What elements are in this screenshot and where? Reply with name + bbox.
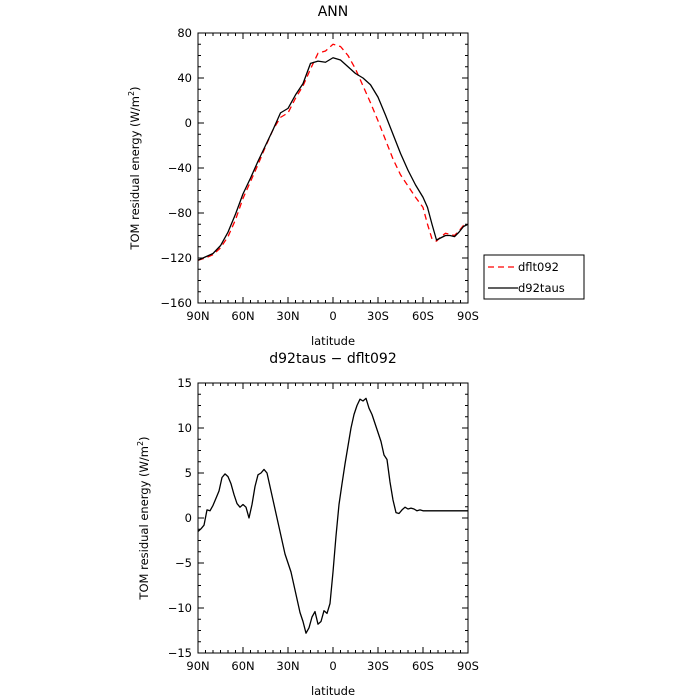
top-y-tick-label: 40 <box>177 71 192 85</box>
bottom-ticks: 90N 60N 30N 0 30S 60S 90S −15 −10 −5 0 5 10 15 <box>168 376 479 673</box>
bottom-y-axis-label-main: TOM residual energy (W/m <box>137 446 151 601</box>
bottom-x-tick-label: 0 <box>329 659 336 673</box>
top-y-axis-label-tail: ) <box>128 86 142 91</box>
bottom-plot-frame <box>197 382 469 654</box>
legend-label-dflt092: dflt092 <box>518 260 559 274</box>
top-y-tick-label: 0 <box>185 116 192 130</box>
top-x-axis-label: latitude <box>311 334 355 348</box>
bottom-y-axis-label-sup: 2 <box>136 441 145 446</box>
bottom-y-tick-label: −15 <box>168 646 192 660</box>
top-x-tick-label: 30S <box>367 309 389 323</box>
bottom-y-tick-label: 15 <box>177 376 192 390</box>
bottom-x-tick-label: 60N <box>231 659 254 673</box>
top-y-tick-label: −120 <box>160 251 192 265</box>
top-x-tick-label: 0 <box>329 309 336 323</box>
top-y-axis-label-sup: 2 <box>127 91 136 96</box>
bottom-x-tick-label: 30N <box>276 659 299 673</box>
top-title: ANN <box>318 4 349 20</box>
legend-label-d92taus: d92taus <box>518 281 565 295</box>
bottom-series <box>197 397 468 634</box>
bottom-y-tick-label: −10 <box>168 601 192 615</box>
top-x-tick-label: 90N <box>186 309 209 323</box>
bottom-title: d92taus − dflt092 <box>269 351 396 367</box>
bottom-panel: d92taus − dflt092 90N 60N 30N 0 30S 60S 90S −15… <box>136 351 479 698</box>
legend-box <box>483 254 585 300</box>
top-series-line-d92taus <box>197 57 469 261</box>
top-series-line-dflt092 <box>197 43 469 261</box>
top-ticks: 90N 60N 30N 0 30S 60S 90S −160 −120 −80 −40 0 40 80 <box>160 26 479 323</box>
bottom-y-axis-label: TOM residual energy (W/m2) <box>136 436 151 600</box>
top-x-tick-label: 60N <box>231 309 254 323</box>
bottom-y-axis-label-tail: ) <box>137 436 151 441</box>
bottom-x-tick-label: 90N <box>186 659 209 673</box>
top-y-tick-label: −160 <box>160 296 192 310</box>
top-y-axis-label-main: TOM residual energy (W/m <box>128 96 142 251</box>
bottom-y-tick-label: 0 <box>185 511 192 525</box>
top-plot-frame <box>197 32 469 304</box>
top-series <box>197 43 469 261</box>
bottom-y-tick-label: 10 <box>177 421 192 435</box>
bottom-x-tick-label: 60S <box>412 659 434 673</box>
bottom-x-axis-label: latitude <box>311 684 355 698</box>
legend: dflt092 d92taus <box>483 254 585 300</box>
bottom-y-tick-label: 5 <box>185 466 192 480</box>
top-y-tick-label: −80 <box>168 206 192 220</box>
top-y-tick-label: 80 <box>177 26 192 40</box>
top-panel: ANN 90N 60N 30N 0 30S 60S 90S −160 −120 −80 −40 0 40… <box>127 4 585 348</box>
bottom-x-tick-label: 30S <box>367 659 389 673</box>
top-x-tick-label: 30N <box>276 309 299 323</box>
top-y-axis-label: TOM residual energy (W/m2) <box>127 86 142 250</box>
bottom-y-tick-label: −5 <box>175 556 192 570</box>
top-y-tick-label: −40 <box>168 161 192 175</box>
bottom-x-tick-label: 90S <box>457 659 479 673</box>
top-x-tick-label: 90S <box>457 309 479 323</box>
top-x-tick-label: 60S <box>412 309 434 323</box>
bottom-series-line-difference <box>197 397 468 634</box>
